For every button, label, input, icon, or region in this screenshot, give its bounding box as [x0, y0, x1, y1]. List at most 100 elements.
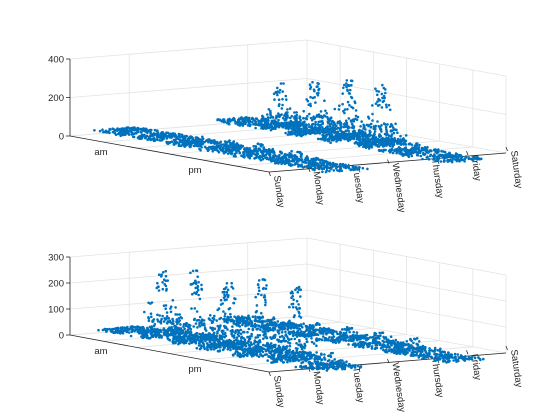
- data-point: [309, 95, 312, 99]
- data-point: [174, 313, 177, 316]
- data-point: [269, 350, 273, 354]
- data-point: [262, 337, 265, 341]
- data-point: [222, 118, 226, 121]
- data-point: [218, 327, 221, 331]
- data-point: [371, 136, 375, 140]
- data-point: [235, 336, 239, 339]
- data-point: [257, 289, 261, 293]
- data-point: [157, 135, 161, 139]
- data-point: [195, 269, 199, 273]
- data-point: [443, 150, 447, 154]
- data-point: [251, 324, 254, 328]
- data-point: [246, 118, 249, 121]
- data-point: [222, 343, 225, 347]
- data-point: [339, 337, 343, 341]
- data-point: [365, 338, 368, 342]
- data-point: [296, 357, 299, 361]
- data-point: [432, 158, 435, 161]
- x-tick-label: Tuesday: [350, 366, 366, 404]
- data-point: [192, 325, 195, 328]
- data-point: [286, 133, 290, 136]
- data-point: [135, 327, 138, 331]
- data-point: [191, 137, 195, 141]
- data-point: [317, 114, 321, 118]
- data-point: [226, 316, 229, 320]
- data-point: [325, 369, 329, 372]
- data-point: [317, 88, 320, 92]
- data-point: [280, 330, 284, 334]
- data-point: [401, 152, 405, 156]
- data-point: [166, 335, 169, 338]
- data-point: [251, 149, 254, 153]
- data-point: [309, 356, 312, 359]
- data-point: [156, 313, 159, 317]
- data-point: [168, 326, 171, 330]
- data-point: [298, 307, 301, 310]
- data-point: [303, 120, 306, 123]
- data-point: [214, 335, 218, 338]
- x-tick-mark: [308, 167, 311, 172]
- data-point: [330, 133, 334, 137]
- data-point: [389, 123, 393, 126]
- data-point: [295, 111, 298, 114]
- data-point: [197, 280, 200, 284]
- data-point: [302, 117, 305, 120]
- data-point: [331, 366, 335, 370]
- data-point: [277, 125, 281, 129]
- data-point: [240, 316, 243, 320]
- data-point: [328, 118, 332, 122]
- data-point: [161, 314, 164, 318]
- data-point: [171, 132, 174, 135]
- data-point: [304, 157, 308, 160]
- data-point: [210, 327, 214, 331]
- data-point: [331, 351, 335, 355]
- data-point: [387, 103, 391, 107]
- data-point: [175, 318, 179, 321]
- data-point: [368, 336, 372, 339]
- data-point: [157, 289, 161, 292]
- data-point: [111, 127, 114, 130]
- data-point: [269, 336, 272, 339]
- data-point: [318, 323, 321, 327]
- data-point: [286, 108, 289, 111]
- data-point: [93, 129, 96, 132]
- data-point: [291, 294, 295, 298]
- data-point: [345, 123, 349, 126]
- data-point: [243, 120, 247, 124]
- data-point: [213, 314, 216, 318]
- data-point: [150, 332, 153, 336]
- data-point: [134, 132, 137, 135]
- data-point: [312, 325, 315, 329]
- data-point: [195, 319, 199, 322]
- data-point: [342, 86, 345, 90]
- data-point: [262, 146, 266, 149]
- data-point: [97, 328, 100, 332]
- data-point: [179, 136, 182, 139]
- data-point: [174, 142, 178, 145]
- data-point: [239, 328, 243, 332]
- data-point: [223, 346, 226, 349]
- data-point: [383, 144, 386, 147]
- data-point: [153, 333, 157, 337]
- data-point: [347, 133, 351, 136]
- data-point: [216, 345, 219, 349]
- data-point: [162, 304, 166, 308]
- data-point: [235, 146, 238, 149]
- data-point: [222, 287, 226, 291]
- data-point: [402, 143, 405, 146]
- data-point: [285, 347, 288, 350]
- data-point: [114, 327, 118, 331]
- data-point: [365, 333, 369, 337]
- gridline: [306, 78, 507, 115]
- data-point: [380, 139, 384, 142]
- data-point: [172, 134, 176, 137]
- data-point: [193, 317, 196, 321]
- data-point: [158, 139, 161, 142]
- data-point: [119, 327, 123, 330]
- data-point: [267, 151, 271, 155]
- data-point: [316, 85, 319, 88]
- data-point: [182, 342, 186, 345]
- data-point: [363, 131, 367, 134]
- data-point: [378, 99, 382, 102]
- data-point: [212, 336, 215, 340]
